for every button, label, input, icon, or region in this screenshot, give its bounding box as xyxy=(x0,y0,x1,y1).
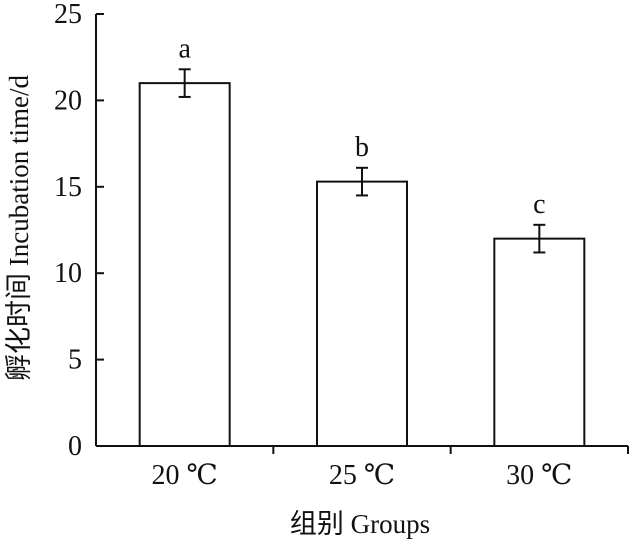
significance-label-0: a xyxy=(178,33,191,64)
bar-0 xyxy=(138,82,231,448)
axes-layer xyxy=(95,13,629,454)
labels-layer: a 20 ℃ b 25 ℃ c 30 ℃ 0 5 10 15 20 25 xyxy=(54,0,572,491)
bars-layer xyxy=(138,68,586,448)
y-tick-label-5: 25 xyxy=(54,0,82,30)
y-tick-label-3: 15 xyxy=(54,172,82,203)
y-tick-label-4: 20 xyxy=(54,85,82,116)
significance-label-2: c xyxy=(533,189,545,220)
bar-2 xyxy=(493,237,586,447)
x-tick-label-2: 30 ℃ xyxy=(506,460,572,491)
x-tick-label-1: 25 ℃ xyxy=(329,460,395,491)
bar-1 xyxy=(316,180,408,447)
x-tick-label-0: 20 ℃ xyxy=(152,460,218,491)
y-tick-label-2: 10 xyxy=(54,258,82,289)
y-tick-label-0: 0 xyxy=(68,431,82,462)
y-tick-label-1: 5 xyxy=(68,345,82,376)
y-axis-title: 孵化时间 Incubation time/d xyxy=(4,75,34,381)
significance-label-1: b xyxy=(355,132,369,163)
x-axis-title: 组别 Groups xyxy=(290,509,430,539)
